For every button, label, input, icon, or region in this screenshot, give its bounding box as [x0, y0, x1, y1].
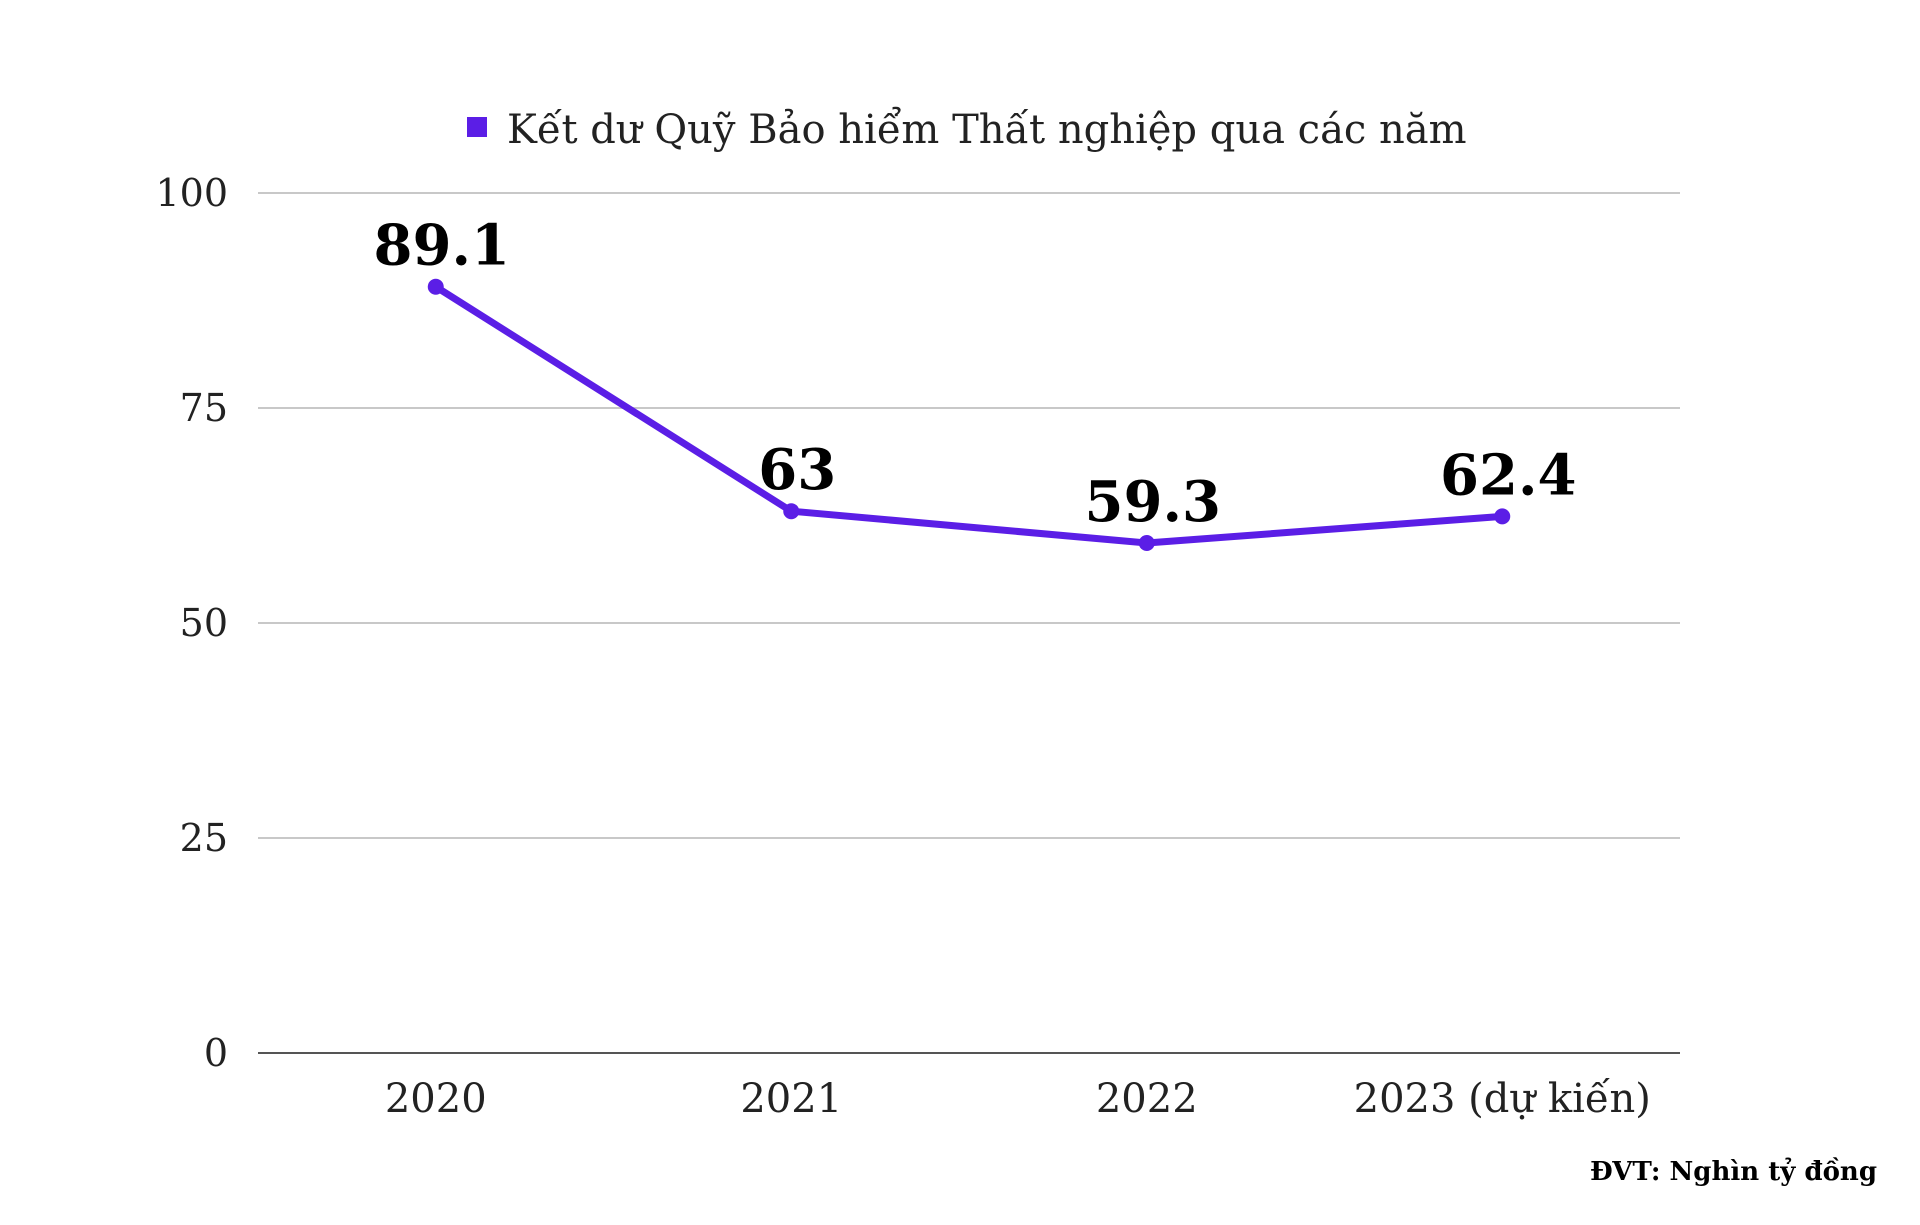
legend-label: Kết dư Quỹ Bảo hiểm Thất nghiệp qua các …	[507, 107, 1467, 153]
data-label: 59.3	[1085, 469, 1221, 535]
data-label: 62.4	[1440, 442, 1576, 508]
x-tick-label: 2023 (dự kiến)	[1354, 1076, 1651, 1122]
data-label: 63	[758, 437, 836, 503]
y-tick-label: 100	[155, 171, 228, 215]
x-tick-label: 2022	[1096, 1076, 1198, 1122]
data-point	[783, 503, 800, 520]
legend-swatch	[467, 117, 487, 137]
unit-note: ĐVT: Nghìn tỷ đồng	[1590, 1156, 1877, 1187]
y-tick-label: 50	[180, 601, 228, 645]
x-tick-label: 2021	[740, 1076, 842, 1122]
gridlines	[258, 192, 1680, 839]
y-tick-label: 75	[180, 386, 228, 430]
data-point	[1494, 508, 1511, 525]
data-point	[427, 278, 444, 295]
y-tick-label: 0	[204, 1031, 228, 1075]
series-line-path	[432, 283, 1506, 547]
series-line	[427, 278, 1511, 552]
data-labels: 89.1 63 59.3 62.4	[374, 213, 1577, 535]
x-axis-labels: 2020 2021 2022 2023 (dự kiến)	[385, 1076, 1651, 1122]
y-tick-label: 25	[180, 816, 228, 860]
data-point	[1138, 535, 1155, 552]
data-label: 89.1	[374, 213, 510, 279]
x-tick-label: 2020	[385, 1076, 487, 1122]
legend: Kết dư Quỹ Bảo hiểm Thất nghiệp qua các …	[467, 107, 1467, 153]
y-axis-ticks: 0 25 50 75 100	[155, 171, 228, 1075]
